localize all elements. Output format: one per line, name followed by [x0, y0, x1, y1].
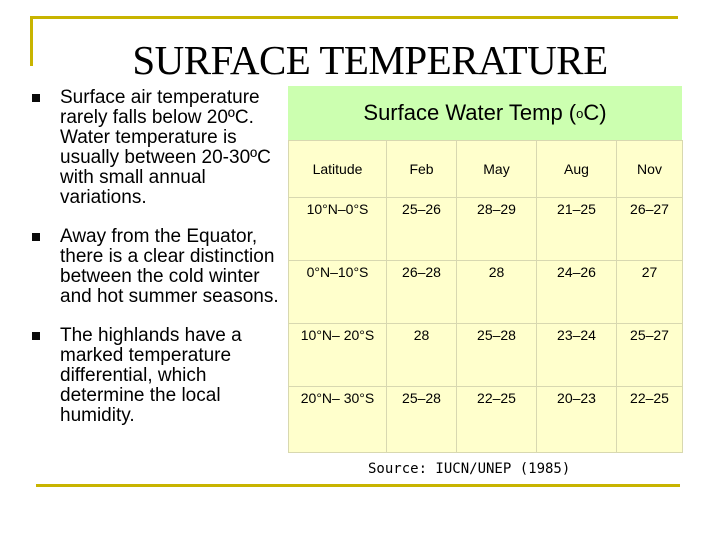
table-title-prefix: Surface Water Temp (	[363, 100, 577, 125]
bullet-text: Surface air temperature rarely falls bel…	[60, 87, 271, 208]
table-row: 10°N–0°S 25–26 28–29 21–25 26–27	[288, 197, 683, 261]
table-cell: 25–28	[456, 323, 537, 387]
frame-top-line	[30, 16, 678, 19]
bullet-list: Surface air temperature rarely falls bel…	[30, 88, 282, 426]
column-header: Latitude	[288, 140, 387, 198]
table-cell: 26–27	[616, 197, 683, 261]
table-row: 0°N–10°S 26–28 28 24–26 27	[288, 260, 683, 324]
column-header: Feb	[386, 140, 457, 198]
bullet-text: Away from the Equator, there is a clear …	[60, 226, 279, 307]
temps-grid: Latitude Feb May Aug Nov 10°N–0°S 25–26 …	[288, 140, 683, 453]
source-citation: Source: IUCN/UNEP (1985)	[368, 461, 571, 477]
table-title-degree: o	[576, 105, 584, 121]
table-cell: 28–29	[456, 197, 537, 261]
table-cell: 20–23	[536, 386, 617, 453]
slide-title: SURFACE TEMPERATURE	[132, 37, 608, 83]
table-cell: 24–26	[536, 260, 617, 324]
square-bullet-icon	[32, 332, 40, 340]
frame-left-line	[30, 16, 33, 66]
table-title-suffix: C)	[583, 100, 607, 125]
table-cell: 25–27	[616, 323, 683, 387]
table-cell: 0°N–10°S	[288, 260, 387, 324]
table-cell: 20°N– 30°S	[288, 386, 387, 453]
table-cell: 10°N– 20°S	[288, 323, 387, 387]
table-cell: 26–28	[386, 260, 457, 324]
column-header: Nov	[616, 140, 683, 198]
table-row: 10°N– 20°S 28 25–28 23–24 25–27	[288, 323, 683, 387]
table-title: Surface Water Temp (o C)	[288, 86, 682, 140]
table-cell: 25–26	[386, 197, 457, 261]
bullet-item: The highlands have a marked temperature …	[30, 326, 282, 426]
table-cell: 10°N–0°S	[288, 197, 387, 261]
table-cell: 22–25	[456, 386, 537, 453]
table-row: 20°N– 30°S 25–28 22–25 20–23 22–25	[288, 386, 683, 453]
square-bullet-icon	[32, 94, 40, 102]
water-temp-table: Surface Water Temp (o C) Latitude Feb May…	[288, 86, 683, 453]
column-header: May	[456, 140, 537, 198]
bullet-item: Surface air temperature rarely falls bel…	[30, 88, 282, 208]
table-cell: 27	[616, 260, 683, 324]
table-cell: 28	[456, 260, 537, 324]
frame-bottom-line	[36, 484, 680, 487]
table-cell: 22–25	[616, 386, 683, 453]
column-header: Aug	[536, 140, 617, 198]
bullet-text: The highlands have a marked temperature …	[60, 325, 242, 426]
table-cell: 28	[386, 323, 457, 387]
square-bullet-icon	[32, 233, 40, 241]
table-cell: 21–25	[536, 197, 617, 261]
table-header-row: Latitude Feb May Aug Nov	[288, 140, 683, 198]
bullet-item: Away from the Equator, there is a clear …	[30, 227, 282, 307]
table-cell: 23–24	[536, 323, 617, 387]
table-cell: 25–28	[386, 386, 457, 453]
